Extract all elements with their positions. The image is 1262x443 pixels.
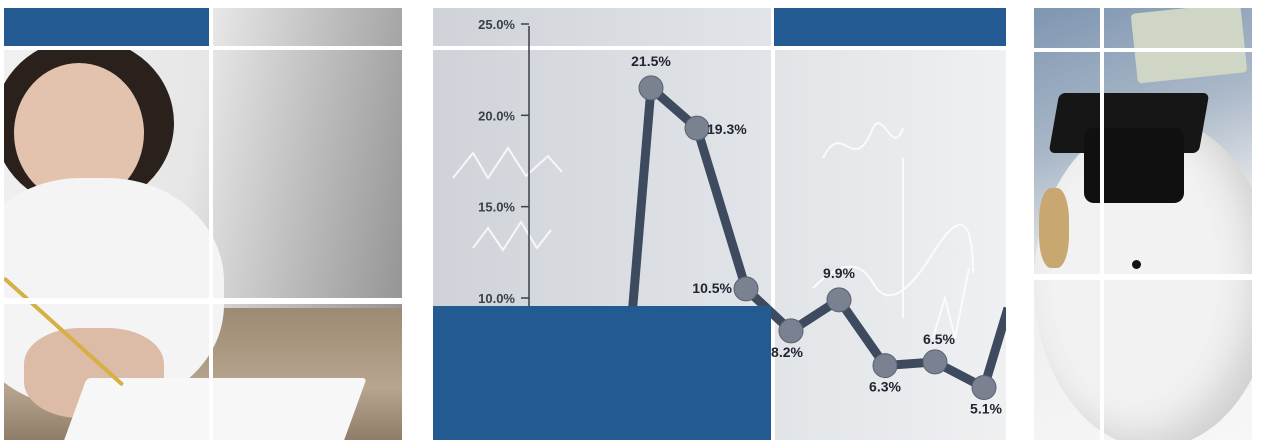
data-point: [685, 116, 709, 140]
blue-tile-top-right: [774, 8, 1006, 46]
chart-panel: 25.0% 20.0% 15.0% 10.0% 21.5% 19.3% 10.5% 8.2%…: [433, 8, 1006, 440]
data-point: [972, 376, 996, 400]
piggy-bank-photo-panel: [1034, 8, 1252, 440]
data-label: 6.5%: [923, 331, 955, 347]
y-tick-label: 20.0%: [478, 108, 515, 123]
data-label: 21.5%: [631, 53, 671, 69]
data-point: [734, 277, 758, 301]
data-point: [639, 76, 663, 100]
blue-tile-top-left: [4, 8, 209, 46]
data-point: [923, 350, 947, 374]
y-tick-label: 10.0%: [478, 291, 515, 306]
data-label: 19.3%: [707, 121, 747, 137]
data-point: [827, 288, 851, 312]
y-tick-label: 15.0%: [478, 200, 515, 215]
data-label: 9.9%: [823, 265, 855, 281]
data-label: 10.5%: [692, 280, 732, 296]
y-tick-label: 25.0%: [478, 17, 515, 32]
data-label: 6.3%: [869, 379, 901, 395]
data-point: [779, 319, 803, 343]
data-point: [873, 354, 897, 378]
data-label: 8.2%: [771, 344, 803, 360]
data-label: 5.1%: [970, 401, 1002, 417]
student-photo-panel: [4, 8, 402, 440]
blue-tile-bottom-center: [433, 306, 771, 440]
